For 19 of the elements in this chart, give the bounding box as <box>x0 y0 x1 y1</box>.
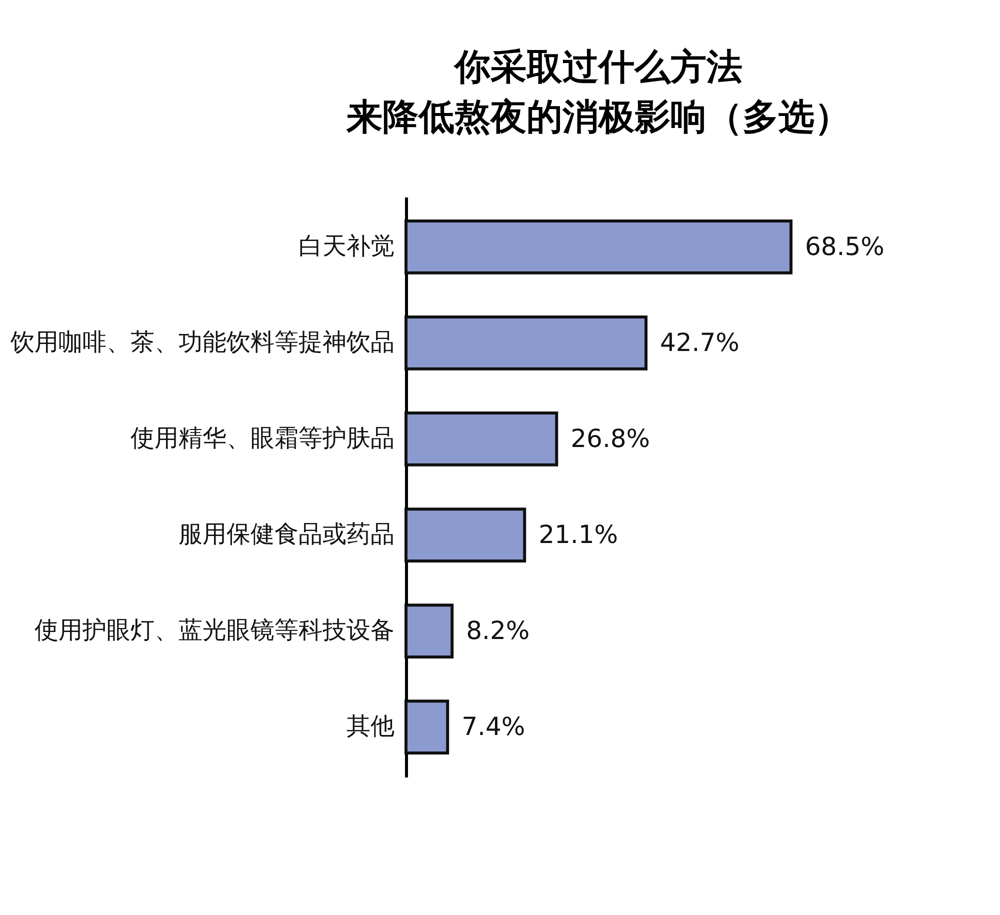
bar <box>404 700 450 754</box>
y-tick-label: 其他 <box>346 712 394 740</box>
y-tick-label: 使用护眼灯、蓝光眼镜等科技设备 <box>34 616 394 644</box>
bar <box>404 316 648 370</box>
data-label: 21.1% <box>538 520 618 550</box>
bar <box>404 220 792 274</box>
data-label: 8.2% <box>466 616 530 646</box>
y-tick-label: 服用保健食品或药品 <box>178 520 394 548</box>
bar <box>404 508 526 562</box>
y-tick-label: 白天补觉 <box>298 232 394 260</box>
data-label: 26.8% <box>570 424 650 453</box>
data-label: 7.4% <box>462 712 526 742</box>
chart-title: 你采取过什么方法来降低熬夜的消极影响（多选） <box>346 47 850 138</box>
data-label: 68.5% <box>805 232 884 261</box>
y-tick-label: 使用精华、眼霜等护肤品 <box>130 424 394 452</box>
data-label: 42.7% <box>660 328 740 357</box>
bar <box>404 604 454 658</box>
y-tick-label: 饮用咖啡、茶、功能饮料等提神饮品 <box>10 328 394 356</box>
bar <box>404 412 558 466</box>
